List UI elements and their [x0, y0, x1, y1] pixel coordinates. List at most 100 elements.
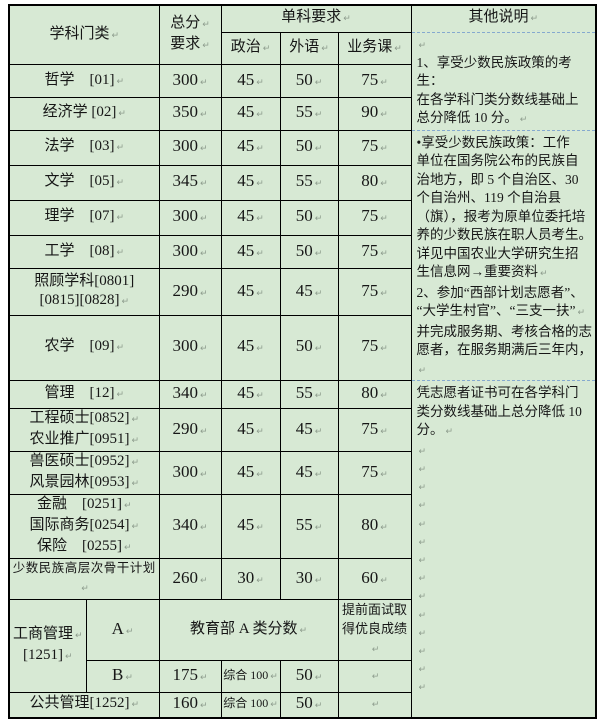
total-score-cell: 340 ↵: [158, 380, 222, 410]
paragraph-mark: ↵: [380, 110, 388, 121]
politics-score-cell: 45 ↵: [220, 129, 281, 166]
total-score-cell: 300 ↵: [158, 234, 222, 270]
paragraph-mark: ↵: [418, 446, 427, 457]
paragraph-mark: ↵: [314, 248, 323, 259]
paragraph-mark: ↵: [371, 700, 380, 711]
table-row-finance-commerce-insurance: 金融 [0251] ↵ 国际商务[0254] ↵ 保险 [0255] ↵ 340 ↵ 45 ↵…: [8, 494, 596, 560]
paragraph-mark: ↵: [116, 143, 125, 154]
paragraph-mark: ↵: [202, 20, 210, 31]
paragraph-mark: ↵: [81, 584, 90, 595]
table-row-agronomy: 农学 [09] ↵ 300 ↵ 45 ↵ 50 ↵ 75 ↵: [8, 314, 596, 382]
paragraph-mark: ↵: [131, 522, 140, 533]
paragraph-mark: ↵: [530, 14, 539, 25]
paragraph-mark: ↵: [256, 523, 264, 534]
subject-name-cell: 法学 [03] ↵: [8, 129, 160, 166]
paragraph-mark: ↵: [380, 523, 388, 534]
subject-name-cell: 公共管理[1252] ↵: [8, 692, 160, 719]
mba-a-score-note: 教育部 A 类分数 ↵: [158, 599, 339, 662]
paragraph-mark: ↵: [299, 625, 308, 636]
total-score-cell: 290 ↵: [158, 268, 222, 316]
paragraph-mark: ↵: [321, 43, 329, 54]
mba-class-a-label: A ↵: [85, 599, 160, 662]
table-row-engineering-master: 工程硕士[0852] ↵ 农业推广[0951] ↵ 290 ↵ 45 ↵ 45 ↵ 75 ↵: [8, 408, 596, 453]
foreign-score-cell: 55 ↵: [279, 164, 339, 201]
paragraph-mark: ↵: [256, 575, 264, 586]
paragraph-mark: ↵: [74, 631, 83, 642]
paragraph-mark: ↵: [314, 673, 323, 684]
paragraph-mark: ↵: [125, 626, 134, 637]
paragraph-mark: ↵: [256, 77, 264, 88]
paragraph-mark: ↵: [380, 248, 388, 259]
course-score-cell: 75 ↵: [337, 199, 412, 236]
paragraph-mark: ↵: [199, 179, 208, 190]
table-row-engineering: 工学 [08] ↵ 300 ↵ 45 ↵ 50 ↵ 75 ↵: [8, 234, 596, 270]
paragraph-mark: ↵: [314, 214, 323, 225]
paragraph-mark: ↵: [256, 179, 264, 190]
paragraph-mark: ↵: [131, 479, 140, 490]
paragraph-mark: ↵: [445, 427, 454, 438]
subject-name-cell: 兽医硕士[0952] ↵ 风景园林[0953] ↵: [8, 451, 160, 496]
paragraph-mark: ↵: [418, 592, 427, 603]
paragraph-mark: ↵: [418, 646, 427, 657]
foreign-score-cell: 50 ↵: [279, 314, 339, 382]
total-score-cell: 300 ↵: [158, 314, 222, 382]
paragraph-mark: ↵: [314, 179, 323, 190]
paragraph-mark: ↵: [199, 701, 208, 712]
course-score-cell: 75 ↵: [337, 129, 412, 166]
paragraph-mark: ↵: [199, 214, 208, 225]
politics-score-cell: 综合 100 ↵: [220, 660, 281, 694]
paragraph-mark: ↵: [123, 501, 132, 512]
subject-name-cell: 经济学 [02] ↵: [8, 96, 160, 131]
foreign-score-cell: 45 ↵: [279, 451, 339, 496]
paragraph-mark: ↵: [131, 700, 140, 711]
table-row-science: 理学 [07] ↵ 300 ↵ 45 ↵ 50 ↵ 75 ↵: [8, 199, 596, 236]
paragraph-mark: ↵: [116, 76, 125, 87]
notes-block-1: ↵ 1、享受少数民族政策的考生： 在各学科门类分数线基础上 总分降低 10 分。 ↵: [410, 31, 597, 131]
subject-name-cell: 农学 [09] ↵: [8, 314, 160, 382]
paragraph-mark: ↵: [418, 665, 427, 676]
paragraph-mark: ↵: [256, 469, 264, 480]
paragraph-mark: ↵: [256, 110, 264, 121]
paragraph-mark: ↵: [270, 672, 278, 683]
paragraph-mark: ↵: [121, 297, 130, 308]
paragraph-mark: ↵: [199, 344, 208, 355]
paragraph-mark: ↵: [199, 248, 208, 259]
table-row-philosophy: 哲学 [01] ↵ 300 ↵ 45 ↵ 50 ↵ 75 ↵: [8, 64, 596, 98]
header-politics: 政治 ↵: [220, 31, 281, 66]
paragraph-mark: ↵: [380, 575, 388, 586]
foreign-score-cell: 50 ↵: [279, 660, 339, 694]
paragraph-mark: ↵: [380, 344, 388, 355]
politics-score-cell: 45 ↵: [220, 268, 281, 316]
foreign-score-cell: 45 ↵: [279, 268, 339, 316]
paragraph-mark: ↵: [418, 574, 427, 585]
paragraph-mark: ↵: [418, 555, 427, 566]
paragraph-mark: ↵: [199, 288, 208, 299]
course-score-cell: 60 ↵: [337, 558, 412, 601]
paragraph-mark: ↵: [394, 43, 402, 54]
paragraph-mark: ↵: [125, 673, 133, 684]
foreign-score-cell: 55 ↵: [279, 380, 339, 410]
total-score-cell: 160 ↵: [158, 692, 222, 719]
paragraph-mark: ↵: [256, 426, 264, 437]
total-score-cell: 340 ↵: [158, 494, 222, 560]
foreign-score-cell: 50 ↵: [279, 199, 339, 236]
notes-block-3: 凭志愿者证书可在各学科门 类分数线基础上总分降低 10 分。 ↵ ↵ ↵ ↵ ↵ ↵ ↵ ↵ ↵ ↵ ↵ ↵…: [410, 380, 597, 718]
paragraph-mark: ↵: [380, 469, 388, 480]
foreign-score-cell: 50 ↵: [279, 129, 339, 166]
politics-score-cell: 45 ↵: [220, 164, 281, 201]
course-score-cell: 80 ↵: [337, 164, 412, 201]
paragraph-mark: ↵: [418, 464, 427, 475]
paragraph-mark: ↵: [116, 390, 125, 401]
paragraph-mark: ↵: [418, 683, 427, 694]
paragraph-mark: ↵: [314, 391, 323, 402]
mba-class-b-label: B ↵: [85, 660, 160, 694]
politics-score-cell: 45 ↵: [220, 199, 281, 236]
politics-score-cell: 45 ↵: [220, 451, 281, 496]
paragraph-mark: ↵: [380, 77, 388, 88]
paragraph-mark: ↵: [123, 543, 132, 554]
score-table: 学科门类 ↵ 总分 ↵ 要求 ↵ 单科要求 ↵ 其他说明 ↵ 政治 ↵ 外语 ↵ 业务课 ↵ ↵ 1…: [8, 4, 598, 719]
paragraph-mark: ↵: [256, 214, 264, 225]
paragraph-mark: ↵: [314, 523, 323, 534]
politics-score-cell: 综合 100 ↵: [220, 692, 281, 719]
paragraph-mark: ↵: [256, 248, 264, 259]
